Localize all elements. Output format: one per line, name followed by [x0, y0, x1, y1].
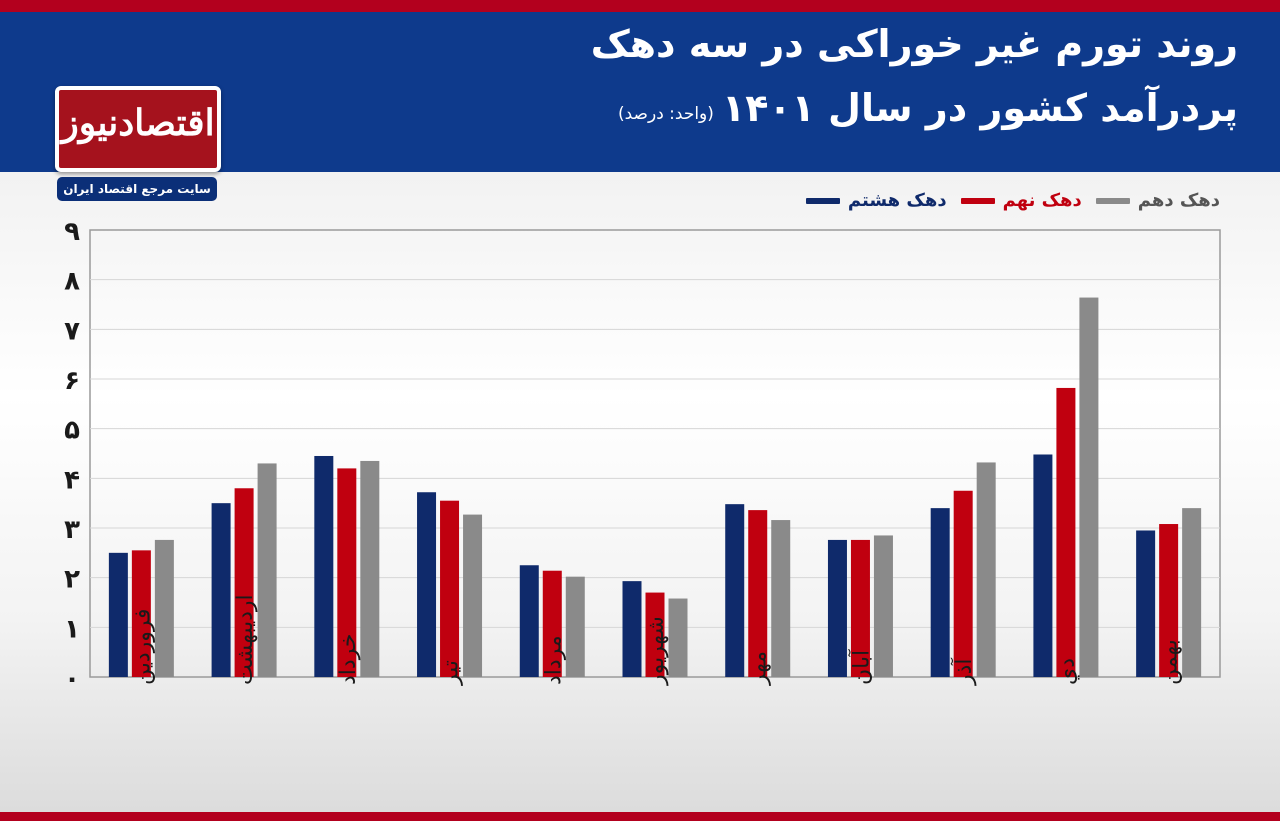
- chart-legend: دهک هشتم دهک نهم دهک دهم: [805, 190, 1220, 211]
- bar: [748, 510, 768, 677]
- bar: [440, 500, 460, 677]
- chart-title-line1: روند تورم غیر خوراکی در سه دهک: [590, 22, 1238, 66]
- bar: [725, 504, 745, 677]
- bar: [542, 570, 562, 677]
- bar: [257, 463, 277, 677]
- legend-swatch: [1095, 197, 1130, 204]
- bar: [668, 598, 688, 677]
- legend-label: دهک هشتم: [847, 190, 947, 211]
- bar: [1182, 508, 1202, 677]
- bar: [850, 539, 870, 677]
- bar: [827, 539, 847, 677]
- y-tick-label: ۸: [64, 267, 80, 297]
- y-tick-label: ۳: [64, 515, 80, 545]
- bottom-stripe: [0, 812, 1280, 821]
- top-stripe: [0, 0, 1280, 12]
- bar: [211, 503, 231, 677]
- bar: [417, 492, 437, 677]
- bar: [953, 490, 973, 677]
- y-tick-label: ۶: [64, 366, 80, 396]
- chart-title-line2: پردرآمد کشور در سال ۱۴۰۱: [722, 86, 1238, 130]
- bar: [565, 576, 585, 677]
- legend-swatch: [960, 197, 995, 204]
- bar: [976, 462, 996, 677]
- x-tick-label: آذر: [950, 658, 977, 686]
- bar: [131, 550, 151, 677]
- x-tick-label: خرداد: [336, 634, 361, 685]
- legend-label: دهک دهم: [1137, 190, 1220, 211]
- bar: [873, 535, 893, 677]
- bar: [234, 488, 254, 677]
- x-tick-label: بهمن: [1158, 639, 1183, 685]
- y-tick-label: ۷: [64, 316, 80, 346]
- legend-label: دهک نهم: [1002, 190, 1082, 211]
- x-tick-label: تیر: [439, 660, 464, 686]
- bar: [108, 552, 128, 677]
- y-tick-label: ۱: [64, 614, 80, 644]
- bar: [1079, 297, 1099, 677]
- bar: [360, 460, 380, 677]
- x-tick-label: دي: [1055, 658, 1080, 685]
- x-tick-label: آبان: [847, 649, 874, 685]
- bar: [314, 455, 334, 677]
- bar: [519, 565, 539, 677]
- y-tick-label: ۴: [64, 465, 80, 495]
- bar: [622, 581, 642, 677]
- bar: [1056, 387, 1076, 677]
- bar: [1033, 454, 1053, 677]
- y-tick-label: ۰: [64, 664, 80, 694]
- legend-item: دهک نهم: [960, 190, 1082, 211]
- legend-swatch: [805, 197, 840, 204]
- y-tick-label: ۵: [64, 416, 80, 446]
- x-tick-label: شهریور: [644, 616, 669, 686]
- x-tick-label: مهر: [747, 651, 772, 686]
- brand-tagline: سایت مرجع اقتصاد ایران: [57, 177, 217, 201]
- x-tick-label: اردیبهشت: [233, 594, 258, 685]
- bar: [1159, 524, 1179, 677]
- bar: [1136, 530, 1156, 677]
- unit-label: (واحد: درصد): [618, 104, 714, 124]
- bar: [154, 539, 174, 677]
- legend-item: دهک هشتم: [805, 190, 947, 211]
- bar: [771, 520, 791, 677]
- brand-logo: اقتصادنیوز: [55, 86, 221, 172]
- x-tick-label: مرداد: [541, 635, 566, 685]
- bar: [645, 592, 665, 677]
- x-tick-label: فروردین: [130, 608, 155, 685]
- logo-text: اقتصادنیوز: [61, 102, 215, 144]
- y-tick-label: ۹: [64, 217, 80, 247]
- bar: [463, 514, 483, 677]
- bar: [930, 508, 950, 677]
- legend-item: دهک دهم: [1095, 190, 1220, 211]
- bar: [337, 468, 357, 677]
- y-tick-label: ۲: [64, 565, 80, 595]
